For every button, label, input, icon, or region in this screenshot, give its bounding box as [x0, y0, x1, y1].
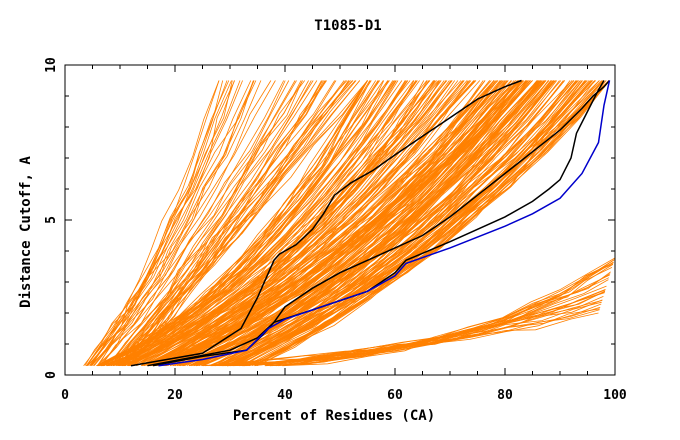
background-curves [83, 80, 615, 367]
model-curve [152, 80, 496, 367]
model-curve [115, 80, 318, 366]
model-curve [196, 80, 538, 367]
model-curve [107, 80, 409, 367]
model-curve [146, 80, 520, 367]
model-curve [144, 80, 468, 367]
model-curve [111, 80, 297, 366]
y-axis-label: Distance Cutoff, A [18, 156, 34, 308]
model-curve [224, 80, 578, 367]
x-tick-label: 60 [387, 388, 403, 403]
model-curve [232, 80, 594, 367]
model-curve [269, 273, 611, 367]
chart-title: T1085-D1 [314, 18, 381, 34]
highlight-curve [130, 79, 522, 367]
model-curve [118, 80, 337, 366]
x-tick-label: 20 [167, 388, 183, 403]
model-curve [116, 80, 453, 367]
x-tick-label: 40 [277, 388, 293, 403]
model-curve [119, 80, 351, 366]
model-curve [101, 80, 290, 366]
model-curve [241, 80, 603, 367]
y-tick-label: 0 [44, 371, 59, 379]
x-tick-label: 100 [603, 388, 627, 403]
model-curve [96, 80, 389, 367]
model-curve [84, 80, 220, 366]
x-axis-label: Percent of Residues (CA) [233, 408, 435, 424]
model-curve [83, 80, 254, 366]
model-curve [131, 80, 417, 367]
model-curve [130, 80, 368, 366]
model-curve [91, 80, 254, 366]
model-curve [106, 80, 431, 367]
model-curve [121, 80, 327, 366]
model-curve [242, 80, 607, 367]
reference-curve [158, 80, 611, 367]
model-curve [129, 80, 368, 366]
y-tick-label: 5 [44, 216, 59, 224]
x-tick-label: 0 [61, 388, 69, 403]
model-curve [217, 80, 560, 367]
model-curve [196, 80, 528, 367]
model-curve [161, 80, 499, 367]
model-curve [123, 80, 440, 367]
axis-ticks: 0 20 40 60 80 100 0 5 10 [44, 57, 627, 403]
model-curve [113, 80, 447, 367]
model-curve [90, 80, 228, 366]
model-curve [100, 80, 306, 366]
x-tick-label: 80 [497, 388, 513, 403]
model-curve [100, 80, 368, 367]
model-curve [132, 80, 463, 367]
model-curve [109, 80, 322, 366]
model-curve [160, 80, 538, 367]
model-curve [167, 80, 524, 367]
model-curve [87, 80, 236, 366]
model-curve [211, 80, 581, 367]
model-curve [243, 289, 606, 367]
model-curve [111, 80, 336, 366]
model-curve [110, 80, 381, 367]
highlight-curves [130, 79, 611, 367]
y-tick-label: 10 [44, 57, 59, 73]
model-curve [96, 80, 296, 366]
model-curve [146, 80, 517, 367]
model-curve [103, 80, 371, 367]
model-curve [184, 80, 528, 367]
model-curve [93, 80, 272, 366]
model-curve [219, 80, 578, 367]
model-curve [85, 80, 233, 366]
model-curve [102, 80, 417, 367]
model-curve [254, 80, 592, 367]
model-curve [136, 80, 425, 367]
model-curve [193, 80, 545, 367]
model-curve [265, 261, 614, 367]
model-curve [210, 303, 602, 367]
model-curve [125, 80, 349, 366]
model-curve [90, 80, 252, 366]
model-curve [234, 80, 586, 367]
model-curve [179, 80, 531, 367]
model-curve [256, 80, 610, 367]
model-curve [249, 80, 581, 367]
model-curve [109, 80, 397, 367]
model-curve [225, 80, 586, 367]
model-curve [165, 80, 508, 367]
model-curve [161, 80, 519, 367]
model-curve [254, 267, 613, 367]
model-curve [118, 80, 407, 367]
model-curve [128, 80, 368, 366]
model-curve [124, 80, 452, 367]
